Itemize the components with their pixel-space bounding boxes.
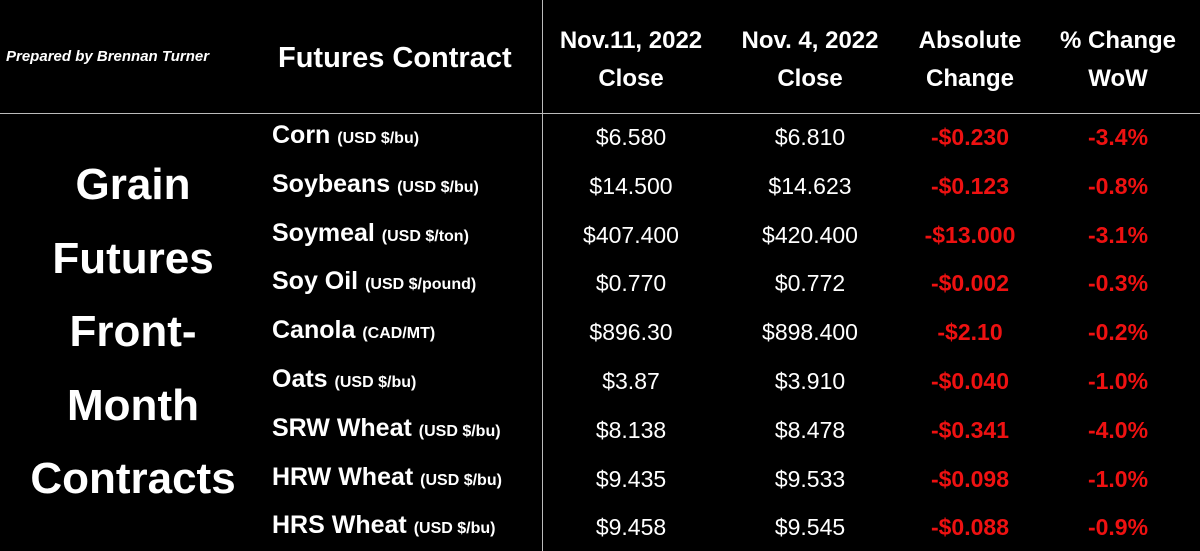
cell: -3.1% (1087, 221, 1149, 248)
header-line: % Change (1059, 27, 1176, 54)
header-line: Nov. 4, 2022 (741, 27, 879, 54)
contract-name: Soy Oil (USD $/pound) (272, 267, 476, 296)
header-line: Change (925, 65, 1014, 92)
cell: $6.810 (774, 124, 846, 150)
cell: -0.3% (1087, 270, 1149, 297)
header-line: Nov.11, 2022 (559, 27, 703, 54)
column-header: Futures Contract (278, 42, 512, 74)
divider (542, 0, 543, 551)
cell: $6.580 (595, 124, 667, 150)
contract: Soy Oil (272, 267, 359, 296)
cell: $0.772 (774, 270, 846, 297)
cell: $407.400 (583, 221, 679, 248)
side-label: Contracts (30, 454, 236, 503)
contract-name: Canola (CAD/MT) (272, 316, 435, 345)
contract-name: Soymeal (USD $/ton) (272, 219, 469, 248)
contract: HRS Wheat (272, 511, 407, 540)
contract-name: HRW Wheat (USD $/bu) (272, 463, 502, 492)
unit: (USD $/bu) (334, 374, 417, 391)
cell: -1.0% (1087, 465, 1149, 492)
cell: -$13.000 (924, 221, 1016, 248)
column-header: Nov.11, 2022 Close (546, 22, 716, 98)
contract: Soybeans (272, 169, 391, 198)
side-label: Front- (69, 307, 197, 356)
unit: (USD $/ton) (381, 227, 469, 245)
cell: $9.435 (595, 465, 667, 492)
cell: -0.9% (1087, 514, 1149, 541)
contract-name: Soybeans (USD $/bu) (272, 170, 479, 199)
contract-name: Corn (USD $/bu) (272, 121, 419, 150)
contract: HRW Wheat (272, 462, 414, 491)
cell: $896.30 (589, 319, 673, 346)
unit: (USD $/pound) (365, 276, 477, 294)
column-header: % Change WoW (1033, 22, 1200, 98)
cell: $14.623 (768, 172, 852, 199)
contract: SRW Wheat (272, 413, 412, 442)
contract: Oats (272, 365, 328, 393)
contract-name: HRS Wheat (USD $/bu) (272, 511, 495, 540)
author-note: Prepared by Brennan Turner (6, 48, 210, 65)
contract: Corn (272, 121, 331, 149)
cell: -$0.088 (930, 514, 1009, 541)
cell: -$0.098 (930, 465, 1009, 492)
cell: $8.478 (774, 416, 846, 443)
divider (0, 113, 1200, 114)
cell: $3.87 (602, 368, 660, 394)
cell: -$0.123 (930, 172, 1009, 199)
contract: Soymeal (272, 218, 375, 247)
cell: $9.533 (774, 465, 846, 492)
contract-name: SRW Wheat (USD $/bu) (272, 414, 501, 443)
unit: (USD $/bu) (413, 520, 496, 538)
cell: -$0.002 (930, 270, 1009, 297)
header-line: Close (777, 65, 843, 92)
cell: -0.8% (1087, 172, 1149, 199)
cell: -0.2% (1087, 319, 1149, 346)
column-header: Nov. 4, 2022 Close (725, 22, 895, 98)
header-line: Close (598, 65, 664, 92)
side-label: Futures (52, 233, 214, 283)
side-label: Month (67, 380, 199, 430)
header-line: Absolute (918, 27, 1022, 54)
contract: Canola (272, 316, 356, 345)
cell: -$0.040 (930, 368, 1009, 394)
cell: -$2.10 (937, 319, 1003, 346)
column-header: Absolute Change (885, 22, 1055, 98)
cell: -$0.341 (930, 416, 1009, 443)
cell: $0.770 (595, 270, 667, 297)
cell: $14.500 (589, 172, 673, 199)
cell: $3.910 (774, 368, 846, 394)
unit: (USD $/bu) (397, 178, 479, 196)
unit: (USD $/bu) (418, 422, 501, 440)
contract-name: Oats (USD $/bu) (272, 365, 416, 394)
cell: $9.458 (595, 514, 667, 541)
cell: $9.545 (774, 514, 846, 541)
cell: -4.0% (1087, 416, 1149, 443)
cell: -1.0% (1087, 368, 1149, 394)
side-label: Grain (75, 160, 191, 209)
unit: (USD $/bu) (420, 471, 502, 489)
unit: (USD $/bu) (337, 130, 420, 147)
cell: $8.138 (595, 416, 667, 443)
cell: -3.4% (1087, 124, 1149, 150)
unit: (CAD/MT) (362, 325, 436, 343)
cell: $420.400 (762, 221, 858, 248)
cell: -$0.230 (930, 124, 1009, 150)
cell: $898.400 (762, 319, 858, 346)
header-line: WoW (1088, 65, 1148, 92)
